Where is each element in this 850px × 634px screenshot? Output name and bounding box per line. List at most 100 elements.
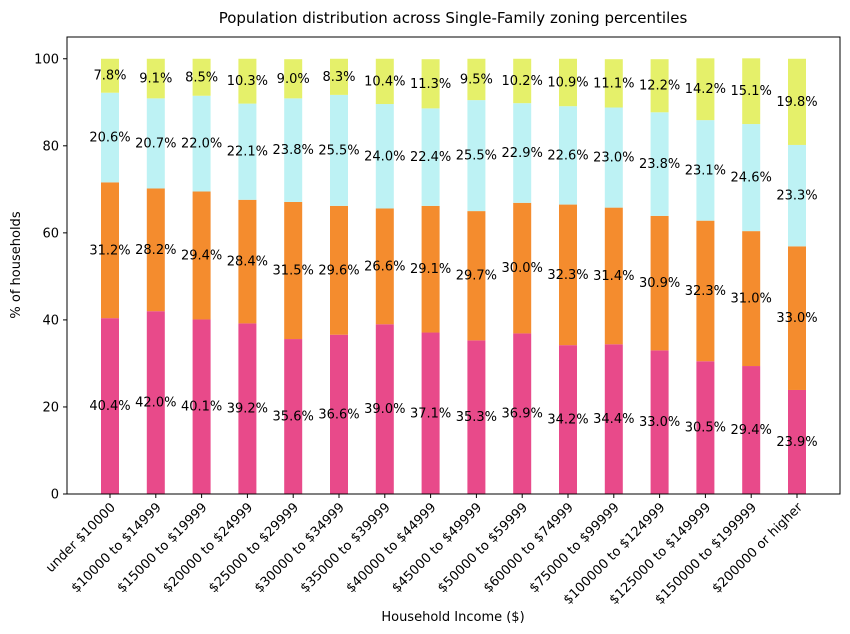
bar-segment-s2-c8 [421, 205, 440, 333]
bar-segment-s2-c7 [375, 208, 394, 325]
bar-segment-s4-c6 [330, 58, 348, 95]
bar-segment-s3-c13 [650, 112, 669, 216]
bar-segment-s2-c15 [742, 231, 761, 367]
data-label-s1-c14: 30.5% [685, 421, 726, 436]
data-label-s4-c4: 10.3% [227, 74, 268, 89]
bar-segment-s1-c12 [604, 344, 623, 494]
bar-segment-s3-c2 [146, 98, 165, 189]
data-label-s2-c16: 33.0% [776, 311, 817, 326]
y-axis: 0 20 40 60 80 100 [34, 52, 67, 503]
bar-segment-s3-c8 [421, 108, 440, 206]
data-label-s2-c1: 31.2% [89, 243, 130, 258]
data-label-s2-c6: 29.6% [318, 263, 359, 278]
x-axis-label: Household Income ($) [381, 610, 524, 625]
bar-segment-s4-c4 [238, 58, 257, 104]
data-label-s2-c2: 28.2% [135, 243, 176, 258]
x-tick-label: $15000 to $19999 [115, 500, 211, 596]
x-tick-label: $60000 to $74999 [481, 500, 577, 596]
bar-segment-s1-c15 [742, 366, 761, 494]
bar-segment-s1-c9 [467, 340, 486, 494]
data-label-s3-c6: 25.5% [318, 143, 359, 158]
bar-segment-s1-c8 [421, 332, 440, 494]
data-label-s3-c2: 20.7% [135, 136, 176, 151]
bar-segment-s1-c6 [330, 334, 348, 494]
data-label-s2-c9: 29.7% [456, 269, 497, 284]
data-label-s3-c7: 24.0% [364, 149, 405, 164]
bar-segment-s3-c10 [513, 103, 532, 203]
bar-segment-s3-c4 [238, 103, 257, 200]
x-tick-label: $75000 to $99999 [527, 500, 623, 596]
bar-segment-s3-c15 [742, 124, 761, 232]
data-label-s1-c10: 36.9% [502, 407, 543, 422]
x-tick-label: $200000 or higher [710, 500, 807, 597]
bar-segment-s3-c12 [604, 107, 623, 208]
bar-segment-s4-c10 [513, 58, 532, 104]
data-label-s3-c8: 22.4% [410, 150, 451, 165]
data-label-s4-c9: 9.5% [460, 72, 493, 87]
data-label-s2-c3: 29.4% [181, 248, 222, 263]
data-label-s3-c4: 22.1% [227, 145, 268, 160]
data-label-s2-c12: 31.4% [593, 269, 634, 284]
chart-title: Population distribution across Single-Fa… [219, 9, 688, 27]
data-label-s1-c3: 40.1% [181, 400, 222, 415]
bar-segment-s1-c14 [696, 361, 715, 494]
data-label-s1-c11: 34.2% [547, 413, 588, 428]
data-label-s3-c15: 24.6% [731, 171, 772, 186]
y-tick-label: 100 [34, 52, 59, 67]
data-label-s4-c16: 19.8% [776, 95, 817, 110]
y-axis-label: % of households [9, 211, 24, 318]
data-label-s1-c6: 36.6% [318, 407, 359, 422]
data-label-s1-c15: 29.4% [731, 423, 772, 438]
bar-segment-s2-c6 [330, 205, 348, 335]
bar-segment-s2-c5 [284, 201, 303, 340]
x-tick-label: $50000 to $59999 [435, 500, 531, 596]
data-label-s1-c5: 35.6% [273, 410, 314, 425]
bar-segment-s4-c16 [788, 58, 806, 145]
data-label-s4-c8: 11.3% [410, 77, 451, 92]
bar-segment-s4-c8 [421, 59, 440, 109]
data-label-s2-c8: 29.1% [410, 262, 451, 277]
bar-segment-s4-c14 [696, 58, 715, 121]
data-label-s1-c4: 39.2% [227, 402, 268, 417]
x-tick-label: $10000 to $14999 [69, 500, 165, 596]
data-label-s2-c5: 31.5% [273, 264, 314, 279]
data-label-s1-c7: 39.0% [364, 402, 405, 417]
bar-segment-s4-c1 [101, 58, 119, 93]
bar-segment-s2-c2 [146, 188, 165, 312]
bar-segment-s3-c7 [375, 104, 394, 209]
bar-segment-s1-c7 [375, 324, 394, 494]
bar-segment-s4-c9 [467, 58, 486, 101]
y-tick-label: 20 [42, 400, 59, 415]
bar-segment-s4-c5 [284, 59, 303, 99]
bar-segment-s4-c2 [146, 58, 165, 99]
data-label-s1-c13: 33.0% [639, 415, 680, 430]
data-label-s3-c5: 23.8% [273, 143, 314, 158]
bar-segment-s3-c9 [467, 100, 486, 212]
bar-segment-s2-c16 [788, 246, 806, 390]
data-label-s1-c9: 35.3% [456, 410, 497, 425]
bar-segment-s2-c11 [559, 204, 577, 346]
data-label-s1-c8: 37.1% [410, 406, 451, 421]
y-tick-label: 60 [42, 226, 59, 241]
bar-segment-s3-c14 [696, 120, 715, 221]
x-tick-label: $30000 to $34999 [252, 500, 348, 596]
bar-segment-s2-c12 [604, 207, 623, 345]
bar-segment-s3-c3 [192, 95, 211, 192]
x-tick-label: $20000 to $24999 [160, 500, 256, 596]
bar-segment-s4-c3 [192, 58, 211, 96]
data-labels-layer: 40.4% 31.2% 20.6% 7.8% 42.0% 28.2% 20.7% 9.1% 40… [89, 69, 817, 450]
bar-segment-s1-c10 [513, 333, 532, 494]
bars-layer [101, 58, 806, 494]
data-label-s4-c3: 8.5% [185, 70, 218, 85]
data-label-s1-c12: 34.4% [593, 412, 634, 427]
bar-segment-s3-c16 [788, 144, 806, 247]
data-label-s2-c7: 26.6% [364, 259, 405, 274]
bar-segment-s3-c5 [284, 98, 303, 202]
bar-segment-s3-c6 [330, 94, 348, 206]
data-label-s2-c4: 28.4% [227, 255, 268, 270]
y-tick-label: 80 [42, 139, 59, 154]
bar-segment-s3-c11 [559, 106, 577, 205]
bar-segment-s4-c12 [604, 59, 623, 108]
bar-segment-s4-c7 [375, 58, 394, 105]
x-tick-label: $40000 to $44999 [344, 500, 440, 596]
